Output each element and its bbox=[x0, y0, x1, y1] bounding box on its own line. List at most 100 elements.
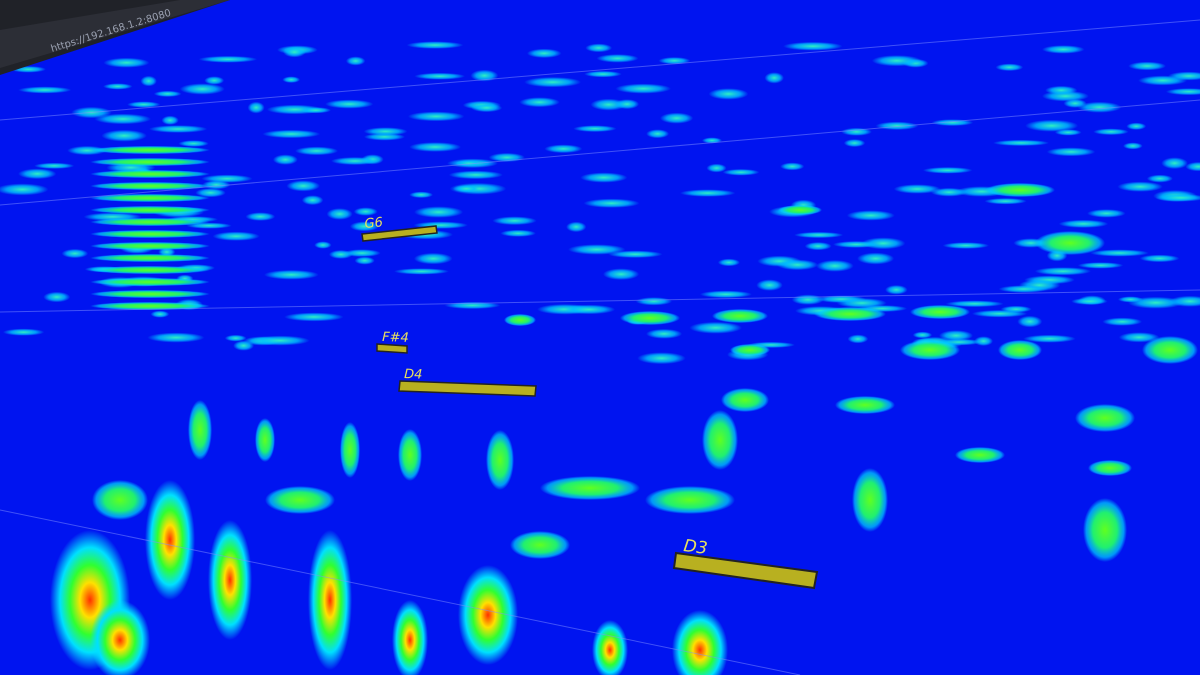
blob bbox=[712, 309, 768, 323]
blob bbox=[1071, 297, 1108, 305]
blob bbox=[566, 221, 587, 233]
blob bbox=[573, 125, 617, 132]
blob bbox=[893, 184, 941, 194]
blob bbox=[330, 157, 379, 165]
blob bbox=[398, 429, 422, 481]
blob bbox=[1087, 209, 1126, 218]
note-bar bbox=[361, 225, 438, 242]
blob bbox=[1123, 142, 1143, 150]
browser-bar: https://192.168.1.2:8080 bbox=[0, 0, 230, 75]
blob bbox=[90, 600, 150, 675]
blob bbox=[602, 268, 640, 280]
blob bbox=[1017, 315, 1043, 328]
blob bbox=[90, 146, 210, 154]
blob bbox=[392, 600, 428, 675]
blob bbox=[1075, 404, 1135, 432]
blob bbox=[283, 46, 306, 58]
blob bbox=[1155, 193, 1200, 202]
blob bbox=[326, 208, 353, 220]
blob bbox=[90, 278, 210, 286]
blob bbox=[635, 297, 673, 306]
note-label: D3 bbox=[682, 536, 708, 559]
grid-line bbox=[0, 509, 801, 675]
blob bbox=[150, 310, 170, 318]
blob bbox=[208, 520, 252, 640]
blob bbox=[448, 170, 503, 180]
blob bbox=[340, 422, 360, 478]
blob bbox=[255, 418, 275, 462]
blob bbox=[90, 302, 210, 310]
blob bbox=[145, 480, 195, 600]
blob bbox=[871, 55, 922, 67]
blob bbox=[637, 352, 686, 365]
blob bbox=[178, 140, 209, 147]
blob bbox=[706, 163, 727, 173]
blob bbox=[721, 388, 769, 412]
blob bbox=[722, 168, 760, 176]
blob bbox=[147, 332, 205, 343]
blob bbox=[583, 198, 640, 208]
blob bbox=[646, 328, 683, 339]
blob bbox=[875, 121, 919, 130]
blob bbox=[995, 63, 1024, 72]
blob bbox=[224, 334, 247, 342]
blob bbox=[717, 258, 740, 267]
blob bbox=[406, 41, 464, 49]
blob bbox=[584, 70, 622, 78]
notes: G6 F#4 D4 D3 bbox=[361, 215, 819, 590]
blob bbox=[349, 221, 379, 232]
blob bbox=[984, 198, 1027, 205]
blob bbox=[832, 241, 880, 248]
blob bbox=[282, 76, 301, 83]
blob bbox=[1000, 305, 1032, 313]
blob bbox=[414, 72, 466, 80]
blob bbox=[540, 476, 640, 500]
blob bbox=[393, 268, 449, 275]
blob bbox=[1139, 254, 1180, 263]
blob bbox=[188, 400, 212, 460]
blob bbox=[562, 304, 616, 315]
note-bar bbox=[398, 380, 537, 397]
blob bbox=[835, 396, 895, 414]
blob bbox=[804, 242, 832, 251]
note-bar bbox=[376, 343, 408, 354]
blob bbox=[90, 254, 210, 262]
blob bbox=[300, 107, 332, 114]
blob bbox=[1045, 85, 1078, 95]
blob bbox=[814, 307, 886, 321]
blob bbox=[660, 112, 694, 124]
blob bbox=[504, 314, 536, 326]
blob bbox=[885, 285, 908, 295]
blob bbox=[90, 266, 210, 274]
blob bbox=[92, 480, 148, 520]
blob bbox=[90, 194, 210, 202]
address-bar bbox=[0, 0, 230, 68]
blob bbox=[103, 57, 150, 68]
blob bbox=[912, 331, 933, 339]
blob bbox=[1046, 147, 1096, 157]
blob bbox=[90, 218, 210, 226]
blob bbox=[998, 285, 1049, 293]
blob bbox=[301, 195, 324, 206]
blob bbox=[580, 172, 628, 183]
blob bbox=[407, 111, 465, 122]
blob bbox=[708, 88, 749, 100]
blob bbox=[90, 206, 210, 214]
blob bbox=[18, 168, 57, 180]
blob bbox=[458, 565, 518, 665]
note-bar bbox=[672, 551, 819, 590]
blob bbox=[94, 113, 152, 125]
blob bbox=[1161, 157, 1188, 170]
blob bbox=[776, 259, 819, 271]
blob bbox=[233, 340, 255, 351]
blob bbox=[470, 69, 499, 82]
blob bbox=[645, 486, 735, 514]
blob bbox=[680, 189, 736, 197]
blob bbox=[620, 311, 680, 325]
blob bbox=[153, 90, 182, 97]
blob bbox=[608, 250, 663, 258]
note-label: D4 bbox=[404, 367, 423, 383]
blob bbox=[1077, 262, 1124, 269]
blob bbox=[614, 99, 640, 110]
